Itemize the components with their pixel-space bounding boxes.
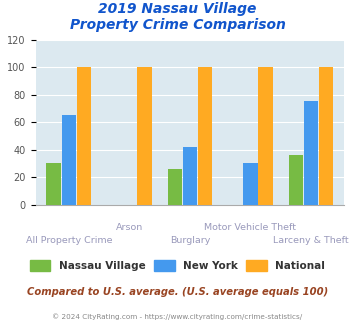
Bar	[61, 115, 76, 205]
Text: All Property Crime: All Property Crime	[26, 236, 112, 245]
Bar	[198, 67, 212, 205]
Bar	[137, 67, 152, 205]
Bar	[258, 67, 273, 205]
Text: © 2024 CityRating.com - https://www.cityrating.com/crime-statistics/: © 2024 CityRating.com - https://www.city…	[53, 314, 302, 320]
Text: Larceny & Theft: Larceny & Theft	[273, 236, 349, 245]
Bar	[319, 67, 333, 205]
Text: Burglary: Burglary	[170, 236, 210, 245]
Text: Compared to U.S. average. (U.S. average equals 100): Compared to U.S. average. (U.S. average …	[27, 287, 328, 297]
Bar	[243, 163, 258, 205]
Text: Arson: Arson	[116, 223, 143, 232]
Bar	[289, 155, 303, 205]
Text: 2019 Nassau Village: 2019 Nassau Village	[98, 2, 257, 16]
Bar	[304, 102, 318, 205]
Bar	[77, 67, 91, 205]
Bar	[47, 163, 61, 205]
Text: Motor Vehicle Theft: Motor Vehicle Theft	[204, 223, 296, 232]
Bar	[183, 147, 197, 205]
Bar	[168, 169, 182, 205]
Legend: Nassau Village, New York, National: Nassau Village, New York, National	[26, 256, 329, 275]
Text: Property Crime Comparison: Property Crime Comparison	[70, 18, 285, 32]
